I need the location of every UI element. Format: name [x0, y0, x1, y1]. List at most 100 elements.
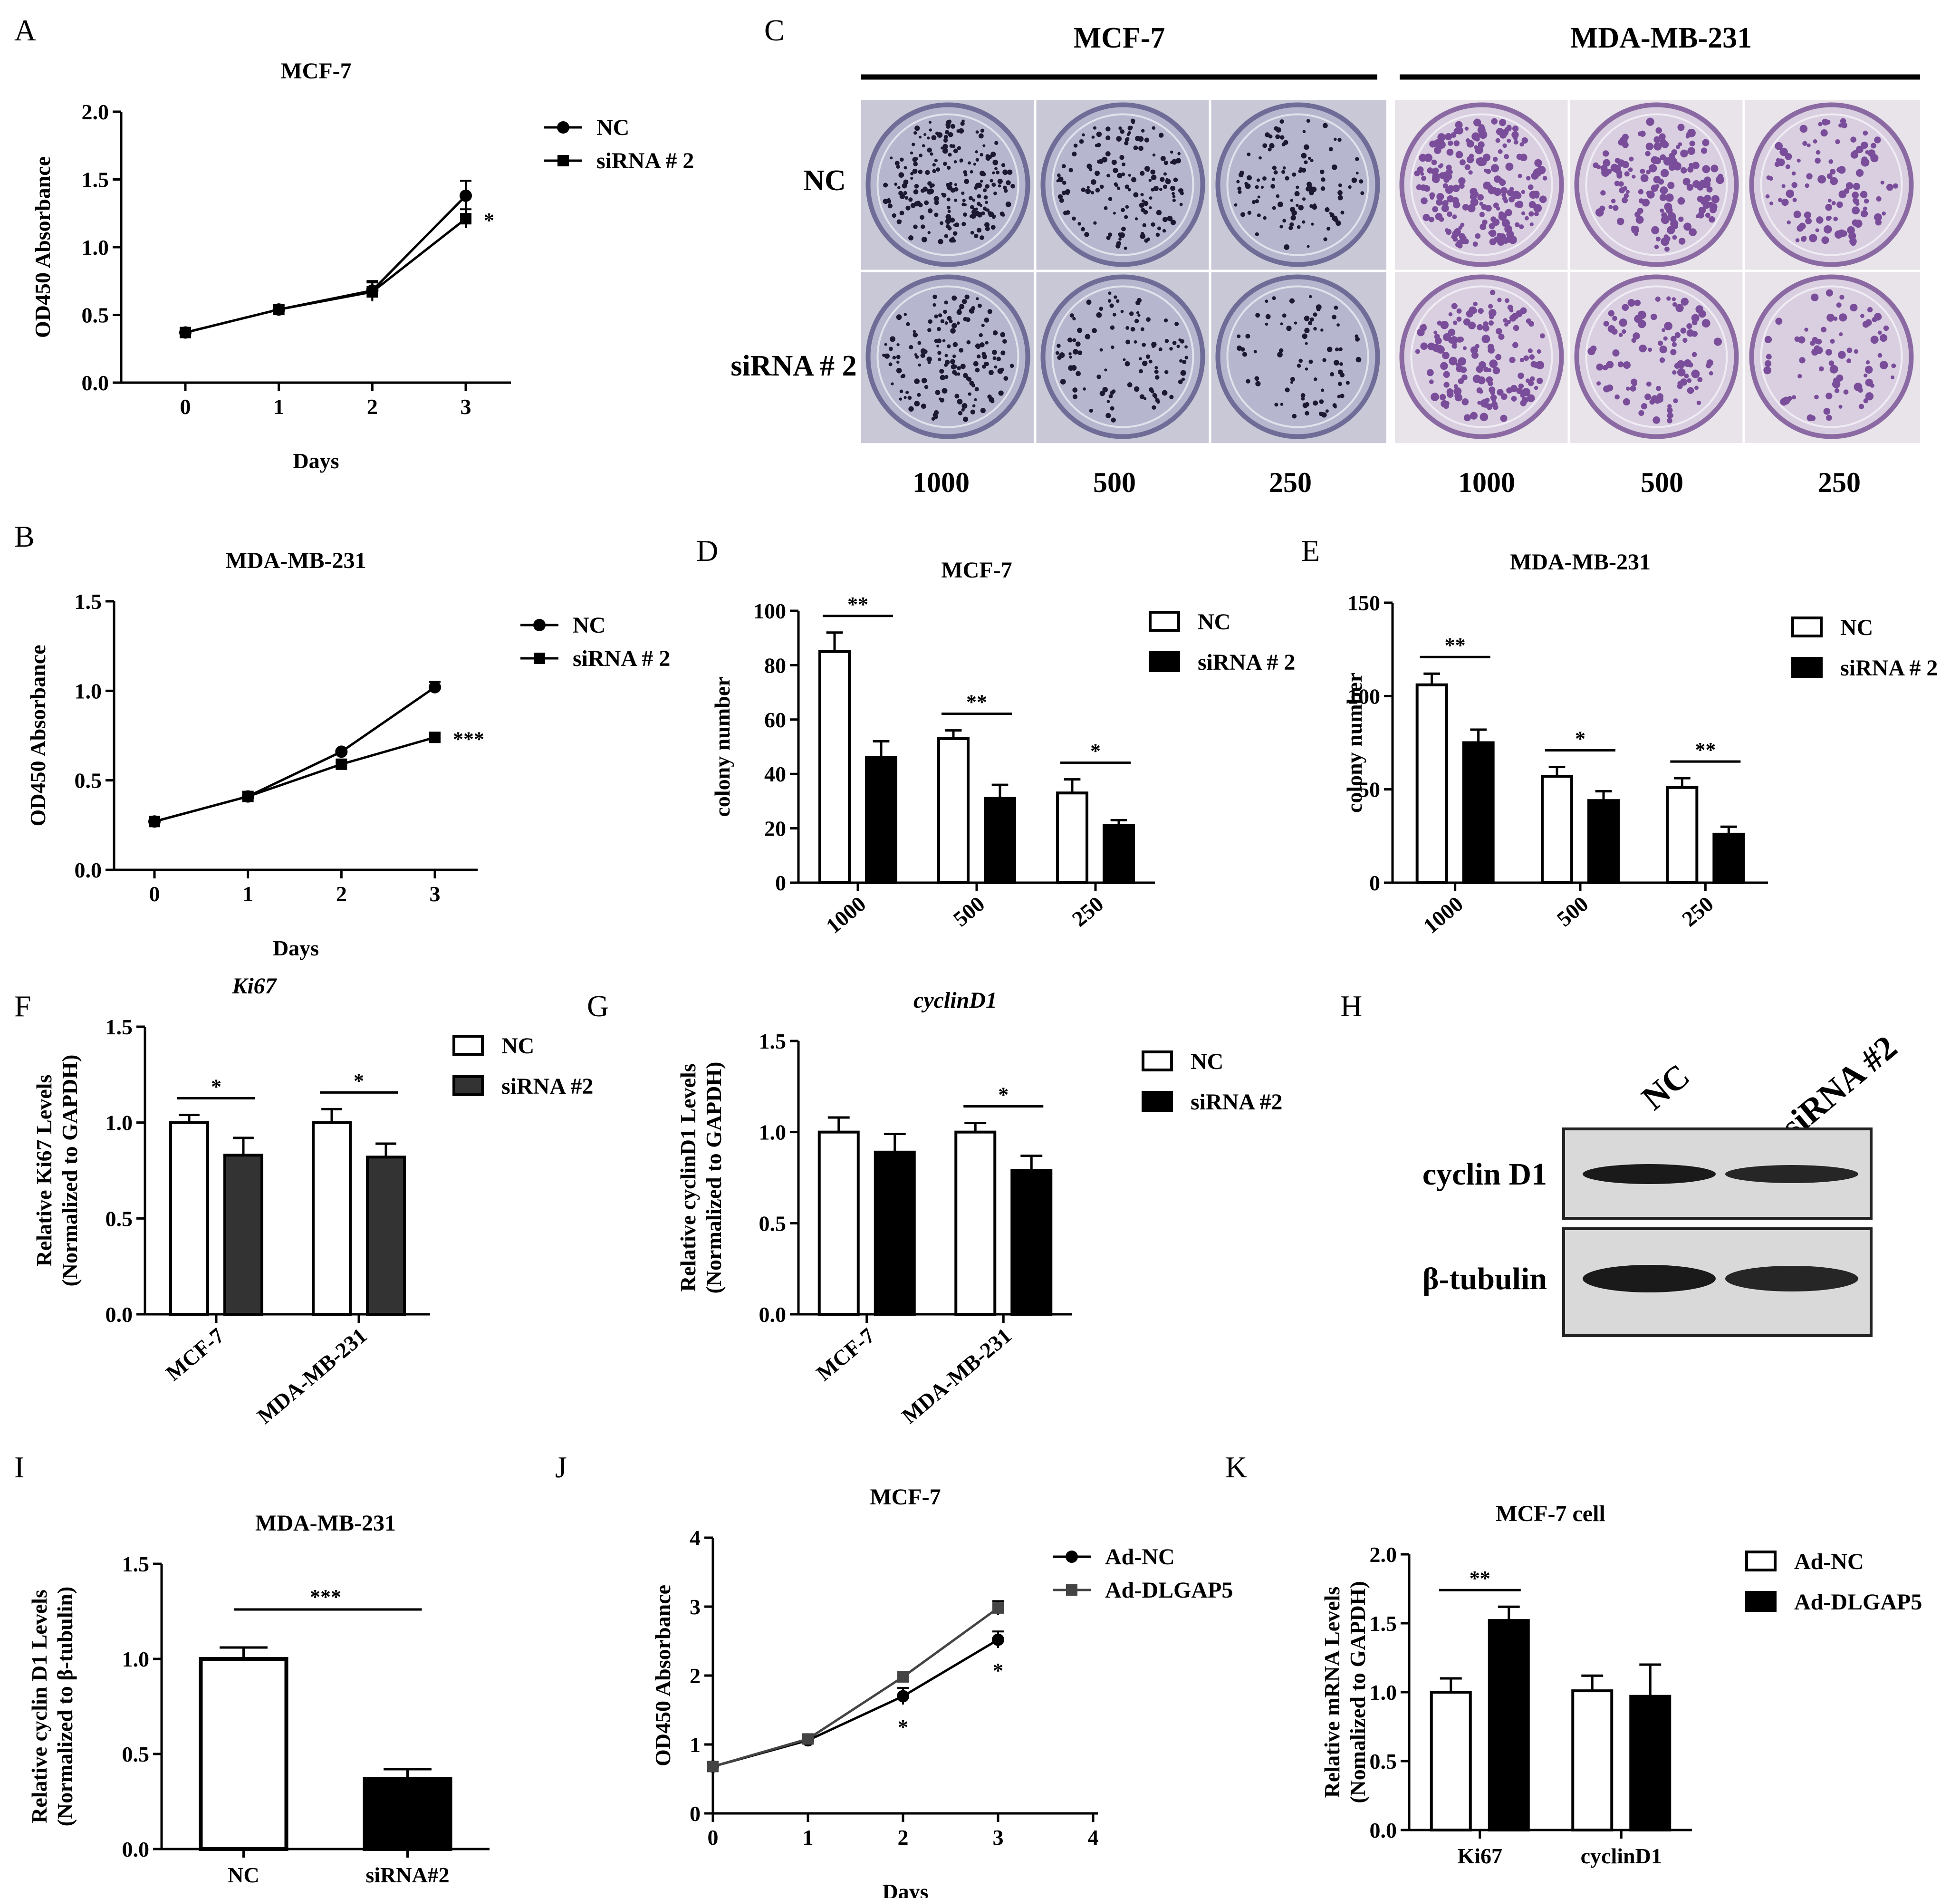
colony-dot [1058, 195, 1062, 200]
colony-dot [1337, 190, 1343, 195]
y-tick-label: 0.0 [75, 858, 102, 882]
colony-dot [1606, 384, 1614, 392]
column-label: 1000 [913, 467, 970, 498]
colony-dot [998, 390, 1004, 396]
colony-dot [934, 212, 939, 217]
colony-dot [950, 328, 956, 334]
colony-dot [1478, 141, 1485, 148]
x-tick-label: 1000 [1419, 892, 1468, 938]
colony-dot [1326, 347, 1333, 352]
colony-dot [1119, 155, 1124, 160]
colony-dot [1102, 386, 1108, 393]
legend-marker [557, 155, 569, 166]
colony-dot [985, 226, 990, 231]
colony-dot [932, 163, 936, 167]
colony-dot [1602, 150, 1609, 157]
colony-dot [1284, 244, 1290, 250]
y-axis-label: Relative cyclin D1 Levels [27, 1590, 51, 1823]
colony-dot [1614, 181, 1620, 186]
colony-dot [1061, 164, 1066, 168]
chart-j: 0 1 2 3 4 OD450 Absorbance MCF-7 0 1 2 3 4 Days Ad-NC… [651, 1484, 1233, 1898]
x-tick-label: 3 [993, 1825, 1004, 1850]
colony-dot [1134, 217, 1138, 221]
colony-dot [1326, 227, 1331, 231]
colony-dot [1475, 233, 1481, 239]
colony-dot [1178, 338, 1182, 342]
colony-dot [941, 146, 944, 150]
colony-dot [1852, 192, 1859, 199]
colony-dot [1687, 378, 1692, 383]
colony-dot [903, 191, 907, 195]
colony-dot [1764, 336, 1772, 344]
colony-dot [1806, 414, 1814, 422]
colony-dot [1521, 155, 1526, 160]
colony-dot [1096, 312, 1102, 318]
colony-dot [1871, 143, 1876, 149]
colony-dot [1600, 190, 1606, 196]
colony-dot [1832, 380, 1841, 388]
colony-dot [1452, 214, 1457, 220]
colony-dot [1157, 226, 1161, 231]
legend-label: NC [573, 613, 605, 638]
colony-dot [1292, 414, 1297, 419]
colony-dot [1533, 204, 1542, 212]
colony-dot [1105, 151, 1111, 156]
series-line [154, 686, 436, 823]
colony-dot [1305, 342, 1308, 345]
colony-dot [1513, 325, 1519, 331]
colony-dot [1683, 359, 1692, 367]
colony-dot [1162, 229, 1166, 233]
colony-dot [1529, 376, 1535, 382]
colony-dot [1670, 349, 1677, 356]
chart-title: MDA-MB-231 [226, 548, 366, 573]
colony-dot [1084, 231, 1089, 237]
x-tick-label: 1 [803, 1825, 814, 1850]
colony-dot [1520, 400, 1527, 406]
y-axis-label: (Normalized to β-tubulin) [53, 1587, 77, 1827]
colony-dot [1307, 156, 1311, 160]
colony-dot [1280, 403, 1284, 406]
colony-dot [1631, 225, 1636, 231]
colony-dot [1775, 318, 1783, 325]
colony-dot [1163, 217, 1168, 222]
colony-dot [1256, 178, 1260, 182]
colony-dot [1814, 345, 1820, 351]
colony-dot [1262, 176, 1267, 181]
colony-dot [918, 169, 923, 174]
colony-dot [944, 234, 949, 238]
colony-dot [1460, 234, 1465, 239]
colony-dot [1635, 215, 1644, 224]
colony-dot [933, 196, 939, 202]
colony-dot [1508, 196, 1515, 202]
colony-dot [1302, 197, 1306, 201]
colony-dot [1476, 387, 1483, 394]
colony-dot [1331, 164, 1337, 170]
colony-dot [1237, 345, 1242, 351]
colony-dot [1121, 226, 1126, 231]
colony-dot [1332, 315, 1336, 319]
colony-dot [1802, 141, 1807, 146]
colony-dot [1163, 184, 1168, 189]
colony-dot [1850, 240, 1856, 246]
data-point [897, 1671, 909, 1683]
colony-dot [1469, 203, 1475, 210]
colony-dot [1240, 212, 1246, 217]
colony-dot [943, 135, 948, 139]
colony-dot [947, 210, 951, 213]
legend-swatch [1745, 1551, 1777, 1571]
bar [1103, 824, 1135, 885]
significance-marker: * [1090, 740, 1101, 763]
colony-dot [1524, 216, 1529, 221]
colony-dot [1797, 158, 1801, 163]
colony-dot [1138, 145, 1143, 151]
colony-dot [1095, 171, 1100, 176]
legend-marker [557, 121, 569, 134]
colony-dot [1521, 211, 1526, 215]
colony-dot [1490, 164, 1499, 173]
colony-dot [1096, 374, 1101, 379]
colony-dot [959, 305, 963, 309]
colony-dot [913, 330, 916, 333]
bar [1430, 1691, 1472, 1831]
colony-dot [1148, 178, 1152, 182]
colony-dot [1656, 385, 1662, 391]
